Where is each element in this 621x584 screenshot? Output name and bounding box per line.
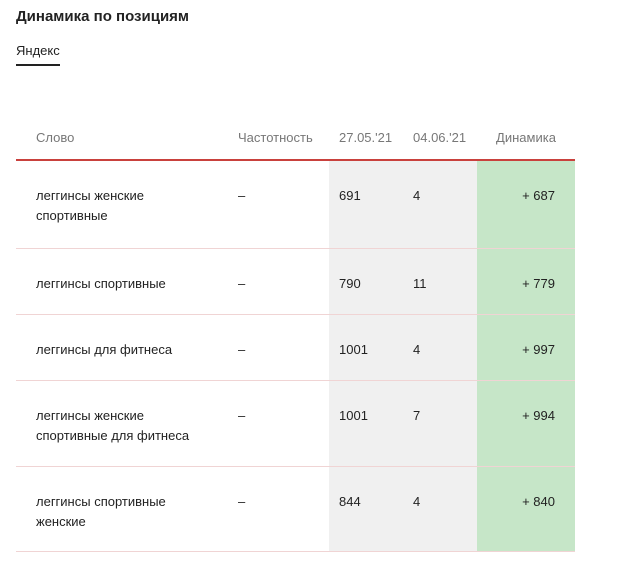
page-title: Динамика по позициям (16, 8, 190, 25)
cell-word: леггинсы женские спортивные для фитнеса (16, 380, 228, 467)
positions-table: Слово Частотность 27.05.'21 04.06.'21 Ди… (16, 115, 575, 552)
column-header-date2[interactable]: 04.06.'21 (403, 115, 477, 161)
cell-frequency: – (228, 160, 329, 249)
cell-word: леггинсы спортивные (16, 248, 228, 315)
column-header-date1[interactable]: 27.05.'21 (329, 115, 403, 161)
cell-dynamics: + 997 (477, 314, 575, 381)
cell-date2: 4 (403, 466, 477, 552)
table-row: леггинсы женские спортивные – 691 4 + 68… (16, 160, 575, 249)
cell-date2: 11 (403, 248, 477, 315)
cell-date1: 844 (329, 466, 403, 552)
cell-date2: 7 (403, 380, 477, 467)
cell-date1: 1001 (329, 314, 403, 381)
table-row: леггинсы спортивные женские – 844 4 + 84… (16, 466, 575, 552)
tab-yandex[interactable]: Яндекс (16, 43, 60, 66)
cell-dynamics: + 687 (477, 160, 575, 249)
cell-frequency: – (228, 380, 329, 467)
cell-date2: 4 (403, 160, 477, 249)
column-header-frequency[interactable]: Частотность (228, 115, 329, 161)
table-row: леггинсы женские спортивные для фитнеса … (16, 380, 575, 467)
cell-word: леггинсы спортивные женские (16, 466, 228, 552)
cell-dynamics: + 779 (477, 248, 575, 315)
column-header-word[interactable]: Слово (16, 115, 228, 161)
cell-date1: 1001 (329, 380, 403, 467)
cell-word: леггинсы женские спортивные (16, 160, 228, 249)
cell-dynamics: + 994 (477, 380, 575, 467)
cell-frequency: – (228, 314, 329, 381)
cell-date1: 691 (329, 160, 403, 249)
search-engine-tabs: Яндекс (16, 42, 60, 66)
table-row: леггинсы для фитнеса – 1001 4 + 997 (16, 314, 575, 381)
cell-frequency: – (228, 466, 329, 552)
cell-frequency: – (228, 248, 329, 315)
table-header-row: Слово Частотность 27.05.'21 04.06.'21 Ди… (16, 115, 575, 161)
table-row: леггинсы спортивные – 790 11 + 779 (16, 248, 575, 315)
cell-date1: 790 (329, 248, 403, 315)
column-header-dynamics[interactable]: Динамика (477, 115, 575, 161)
cell-date2: 4 (403, 314, 477, 381)
cell-dynamics: + 840 (477, 466, 575, 552)
cell-word: леггинсы для фитнеса (16, 314, 228, 381)
